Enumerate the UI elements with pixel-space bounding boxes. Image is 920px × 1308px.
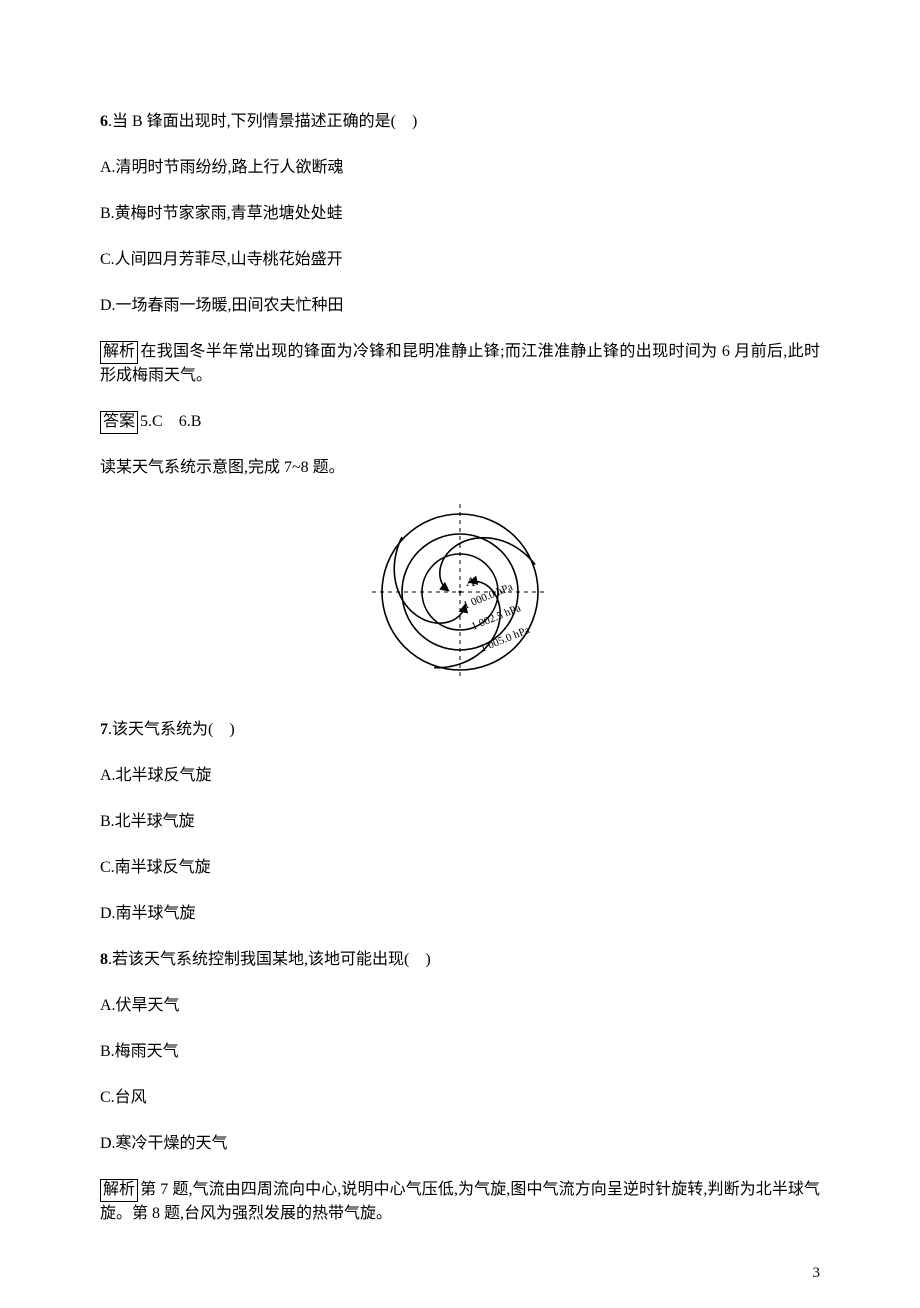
answer-5-6: 答案5.C 6.B xyxy=(100,410,820,434)
question-6-text-post: ) xyxy=(412,113,417,130)
explanation-label: 解析 xyxy=(100,341,138,364)
question-6-stem: 6.当 B 锋面出现时,下列情景描述正确的是( ) xyxy=(100,110,820,134)
question-7-option-b: B.北半球气旋 xyxy=(100,810,820,834)
answer-label: 答案 xyxy=(100,411,138,434)
question-6-number: 6 xyxy=(100,113,108,130)
answer-5-6-text: 5.C 6.B xyxy=(140,413,201,430)
cyclone-diagram-svg: A1 000.0 hPa1 002.5 hPa1 005.0 hPa xyxy=(350,502,570,692)
explanation-5-6: 解析在我国冬半年常出现的锋面为冷锋和昆明准静止锋;而江淮准静止锋的出现时间为 6… xyxy=(100,340,820,388)
question-8-option-c: C.台风 xyxy=(100,1086,820,1110)
question-8-text-pre: .若该天气系统控制我国某地,该地可能出现( xyxy=(108,951,409,968)
explanation-5-6-text: 在我国冬半年常出现的锋面为冷锋和昆明准静止锋;而江淮准静止锋的出现时间为 6 月… xyxy=(100,343,820,384)
explanation-7-8: 解析第 7 题,气流由四周流向中心,说明中心气压低,为气旋,图中气流方向呈逆时针… xyxy=(100,1178,820,1226)
question-8-text-post: ) xyxy=(425,951,430,968)
question-8-option-b: B.梅雨天气 xyxy=(100,1040,820,1064)
question-7-option-c: C.南半球反气旋 xyxy=(100,856,820,880)
explanation-7-8-text: 第 7 题,气流由四周流向中心,说明中心气压低,为气旋,图中气流方向呈逆时针旋转… xyxy=(100,1181,820,1222)
question-6-option-a: A.清明时节雨纷纷,路上行人欲断魂 xyxy=(100,156,820,180)
weather-system-diagram: A1 000.0 hPa1 002.5 hPa1 005.0 hPa xyxy=(100,502,820,700)
question-8-stem: 8.若该天气系统控制我国某地,该地可能出现( ) xyxy=(100,948,820,972)
question-6-option-d: D.一场春雨一场暖,田间农夫忙种田 xyxy=(100,294,820,318)
question-8-option-a: A.伏旱天气 xyxy=(100,994,820,1018)
question-8-number: 8 xyxy=(100,951,108,968)
explanation-label-2: 解析 xyxy=(100,1179,138,1202)
question-6-option-b: B.黄梅时节家家雨,青草池塘处处蛙 xyxy=(100,202,820,226)
question-7-stem: 7.该天气系统为( ) xyxy=(100,718,820,742)
question-6-option-c: C.人间四月芳菲尽,山寺桃花始盛开 xyxy=(100,248,820,272)
question-6-text-pre: .当 B 锋面出现时,下列情景描述正确的是( xyxy=(108,113,396,130)
lead-7-8: 读某天气系统示意图,完成 7~8 题。 xyxy=(100,456,820,480)
question-8-option-d: D.寒冷干燥的天气 xyxy=(100,1132,820,1156)
question-7-option-d: D.南半球气旋 xyxy=(100,902,820,926)
question-7-number: 7 xyxy=(100,721,108,738)
question-7-text-pre: .该天气系统为( xyxy=(108,721,213,738)
page-number: 3 xyxy=(813,1262,821,1285)
question-7-option-a: A.北半球反气旋 xyxy=(100,764,820,788)
question-7-text-post: ) xyxy=(229,721,234,738)
